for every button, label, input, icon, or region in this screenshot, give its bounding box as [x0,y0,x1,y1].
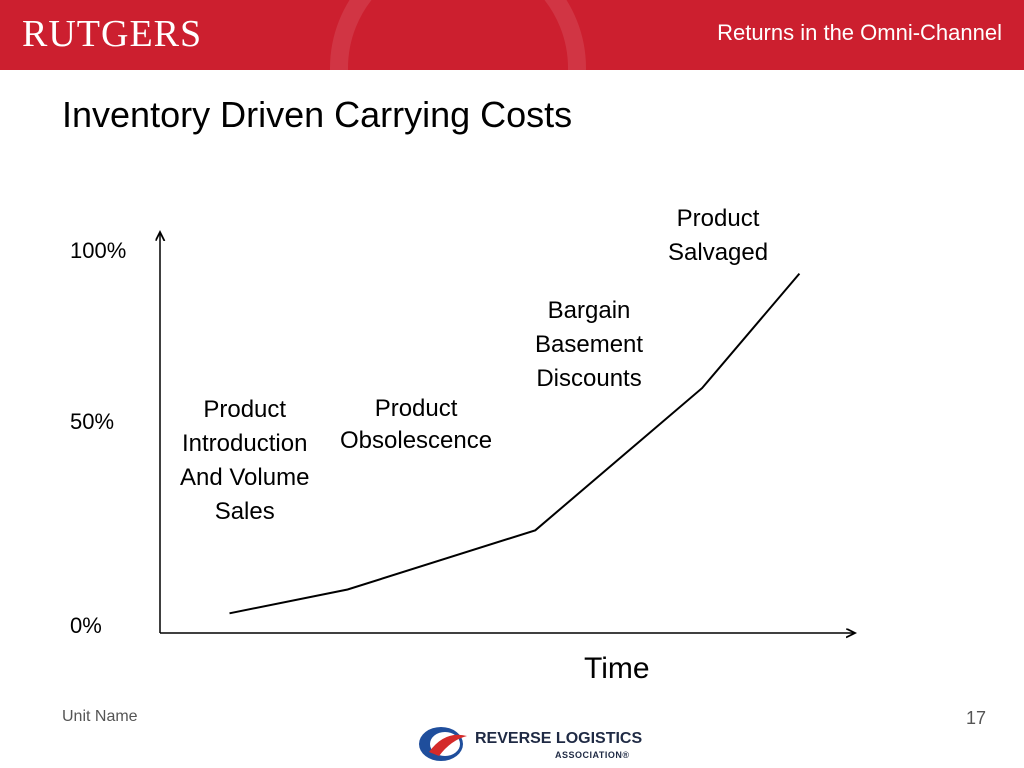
annotation-line: Introduction [182,430,308,457]
y-tick-label: 0% [70,613,102,638]
slide-title: Inventory Driven Carrying Costs [62,94,573,135]
rutgers-logo: RUTGERS [22,13,203,55]
annotation-line: Product [374,395,458,422]
header-bar: RUTGERS Returns in the Omni-Channel [0,0,1024,70]
annotation-product-obsolescence: Product Obsolescence [340,393,492,457]
annotation-line: Product [203,396,287,423]
rla-subtitle: ASSOCIATION® [555,750,630,760]
y-tick-label: 50% [70,409,115,434]
y-tick-label: 100% [70,238,127,263]
annotation-line: Sales [214,498,275,525]
annotation-product-salvaged: Product Salvaged [668,202,768,270]
annotation-line: Basement [535,331,644,358]
footer-unit-name: Unit Name [62,708,138,725]
rla-logo: REVERSE LOGISTICS ASSOCIATION® [415,722,645,766]
cost-curve-line [229,272,801,615]
annotation-bargain-basement: Bargain Basement Discounts [535,294,643,396]
page-number: 17 [965,708,986,728]
annotation-line: And Volume [180,464,310,491]
annotation-product-introduction: Product Introduction And Volume Sales [180,393,309,529]
annotation-line: Discounts [536,365,642,392]
rla-emblem-icon [419,727,467,761]
x-axis-label: Time [584,652,650,685]
annotation-line: Salvaged [668,239,769,266]
annotation-line: Product [676,205,760,232]
annotation-line: Obsolescence [340,427,493,454]
rla-name: REVERSE LOGISTICS [475,730,643,747]
annotation-line: Bargain [547,297,631,324]
header-title: Returns in the Omni-Channel [717,20,1002,45]
